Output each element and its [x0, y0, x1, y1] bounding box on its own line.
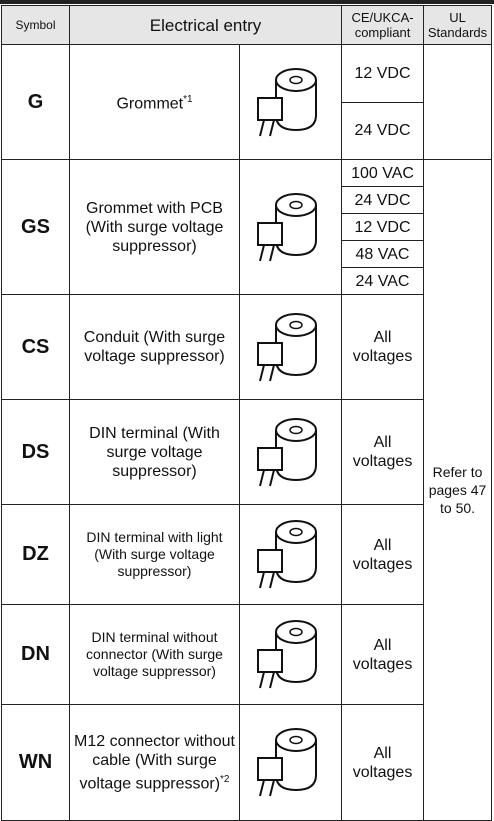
ce-cell: All voltages — [341, 704, 425, 821]
header-ul: UL Standards — [423, 5, 493, 45]
table-row: WN M12 connector without cable (With surg… — [1, 704, 492, 821]
symbol-cell: DS — [1, 399, 70, 505]
ce-cell: 24 VDC — [341, 186, 425, 214]
ul-cell-empty — [423, 44, 493, 160]
image-cell — [238, 159, 343, 295]
product-icon — [246, 612, 336, 692]
table-row: GS Grommet with PCB (With surge voltage s… — [1, 159, 493, 821]
entry-table: Symbol Electrical entry CE/UKCA-complian… — [1, 5, 493, 821]
symbol-cell: DN — [1, 604, 70, 705]
entry-note: *1 — [183, 94, 193, 106]
title-strip — [0, 0, 494, 4]
image-cell — [238, 399, 343, 505]
header-entry: Electrical entry — [68, 5, 343, 45]
image-cell — [238, 294, 343, 400]
symbol-cell: G — [1, 44, 70, 160]
symbol-cell: WN — [1, 704, 70, 821]
product-icon — [246, 60, 336, 140]
table-row: DN DIN terminal without connector (With s… — [1, 604, 492, 705]
symbol-cell: DZ — [1, 504, 70, 605]
entry-text: Grommet with PCB (With surge voltage sup… — [85, 199, 224, 255]
entry-cell: M12 connector without cable (With surge … — [69, 704, 240, 821]
ce-cell: 48 VAC — [341, 240, 425, 268]
image-cell — [238, 504, 343, 605]
product-icon — [246, 305, 336, 385]
image-cell — [238, 44, 343, 160]
table-row: CS Conduit (With surge voltage suppressor… — [1, 294, 492, 400]
entry-text: DIN terminal with light (With surge volt… — [86, 529, 223, 579]
ce-cell: 100 VAC — [341, 159, 425, 187]
table-row: DZ DIN terminal with light (With surge vo… — [1, 504, 492, 605]
product-icon — [246, 720, 336, 800]
table-row: 24 VAC — [2, 267, 492, 295]
ce-cell: 24 VDC — [341, 101, 425, 160]
entry-text: Conduit (With surge voltage suppressor) — [83, 329, 226, 365]
table-row: 24 VDC — [2, 186, 492, 214]
entry-text: DIN terminal (With surge voltage suppres… — [89, 424, 220, 480]
ul-cell: Refer to pages 47 to 50. — [423, 159, 493, 821]
ce-cell: All voltages — [341, 604, 425, 705]
ce-cell: All voltages — [341, 399, 425, 505]
product-icon — [246, 512, 336, 592]
entry-cell: DIN terminal (With surge voltage suppres… — [69, 399, 240, 505]
entry-note: *2 — [220, 773, 230, 785]
table-body: G Grommet*1 12 VDC 24 VDC GS Grommet with PCB… — [1, 44, 493, 821]
header-ce: CE/UKCA-compliant — [341, 5, 425, 45]
ce-cell: All voltages — [341, 504, 425, 605]
table-row: 24 VDC — [2, 101, 492, 160]
entry-cell: DIN terminal without connector (With sur… — [69, 604, 240, 705]
product-icon — [246, 410, 336, 490]
entry-text: M12 connector without cable (With surge … — [74, 732, 235, 793]
entry-text: DIN terminal without connector (With sur… — [86, 629, 223, 679]
table-row: 48 VAC — [2, 240, 492, 268]
header-row: Symbol Electrical entry CE/UKCA-complian… — [1, 5, 493, 45]
header-symbol: Symbol — [1, 5, 70, 45]
table-row: G Grommet*1 12 VDC — [1, 44, 493, 160]
image-cell — [238, 704, 343, 821]
entry-cell: Grommet with PCB (With surge voltage sup… — [69, 159, 240, 295]
symbol-cell: CS — [1, 294, 70, 400]
entry-cell: Conduit (With surge voltage suppressor) — [69, 294, 240, 400]
symbol-cell: GS — [1, 159, 70, 295]
entry-cell: Grommet*1 — [69, 44, 240, 160]
ce-cell: 24 VAC — [341, 267, 425, 295]
ce-cell: 12 VDC — [341, 44, 425, 103]
image-cell — [238, 604, 343, 705]
product-icon — [246, 185, 336, 265]
table-row: DS DIN terminal (With surge voltage suppr… — [1, 399, 492, 505]
entry-cell: DIN terminal with light (With surge volt… — [69, 504, 240, 605]
entry-text: Grommet — [116, 95, 184, 113]
ce-cell: 12 VDC — [341, 213, 425, 241]
ce-cell: All voltages — [341, 294, 425, 400]
